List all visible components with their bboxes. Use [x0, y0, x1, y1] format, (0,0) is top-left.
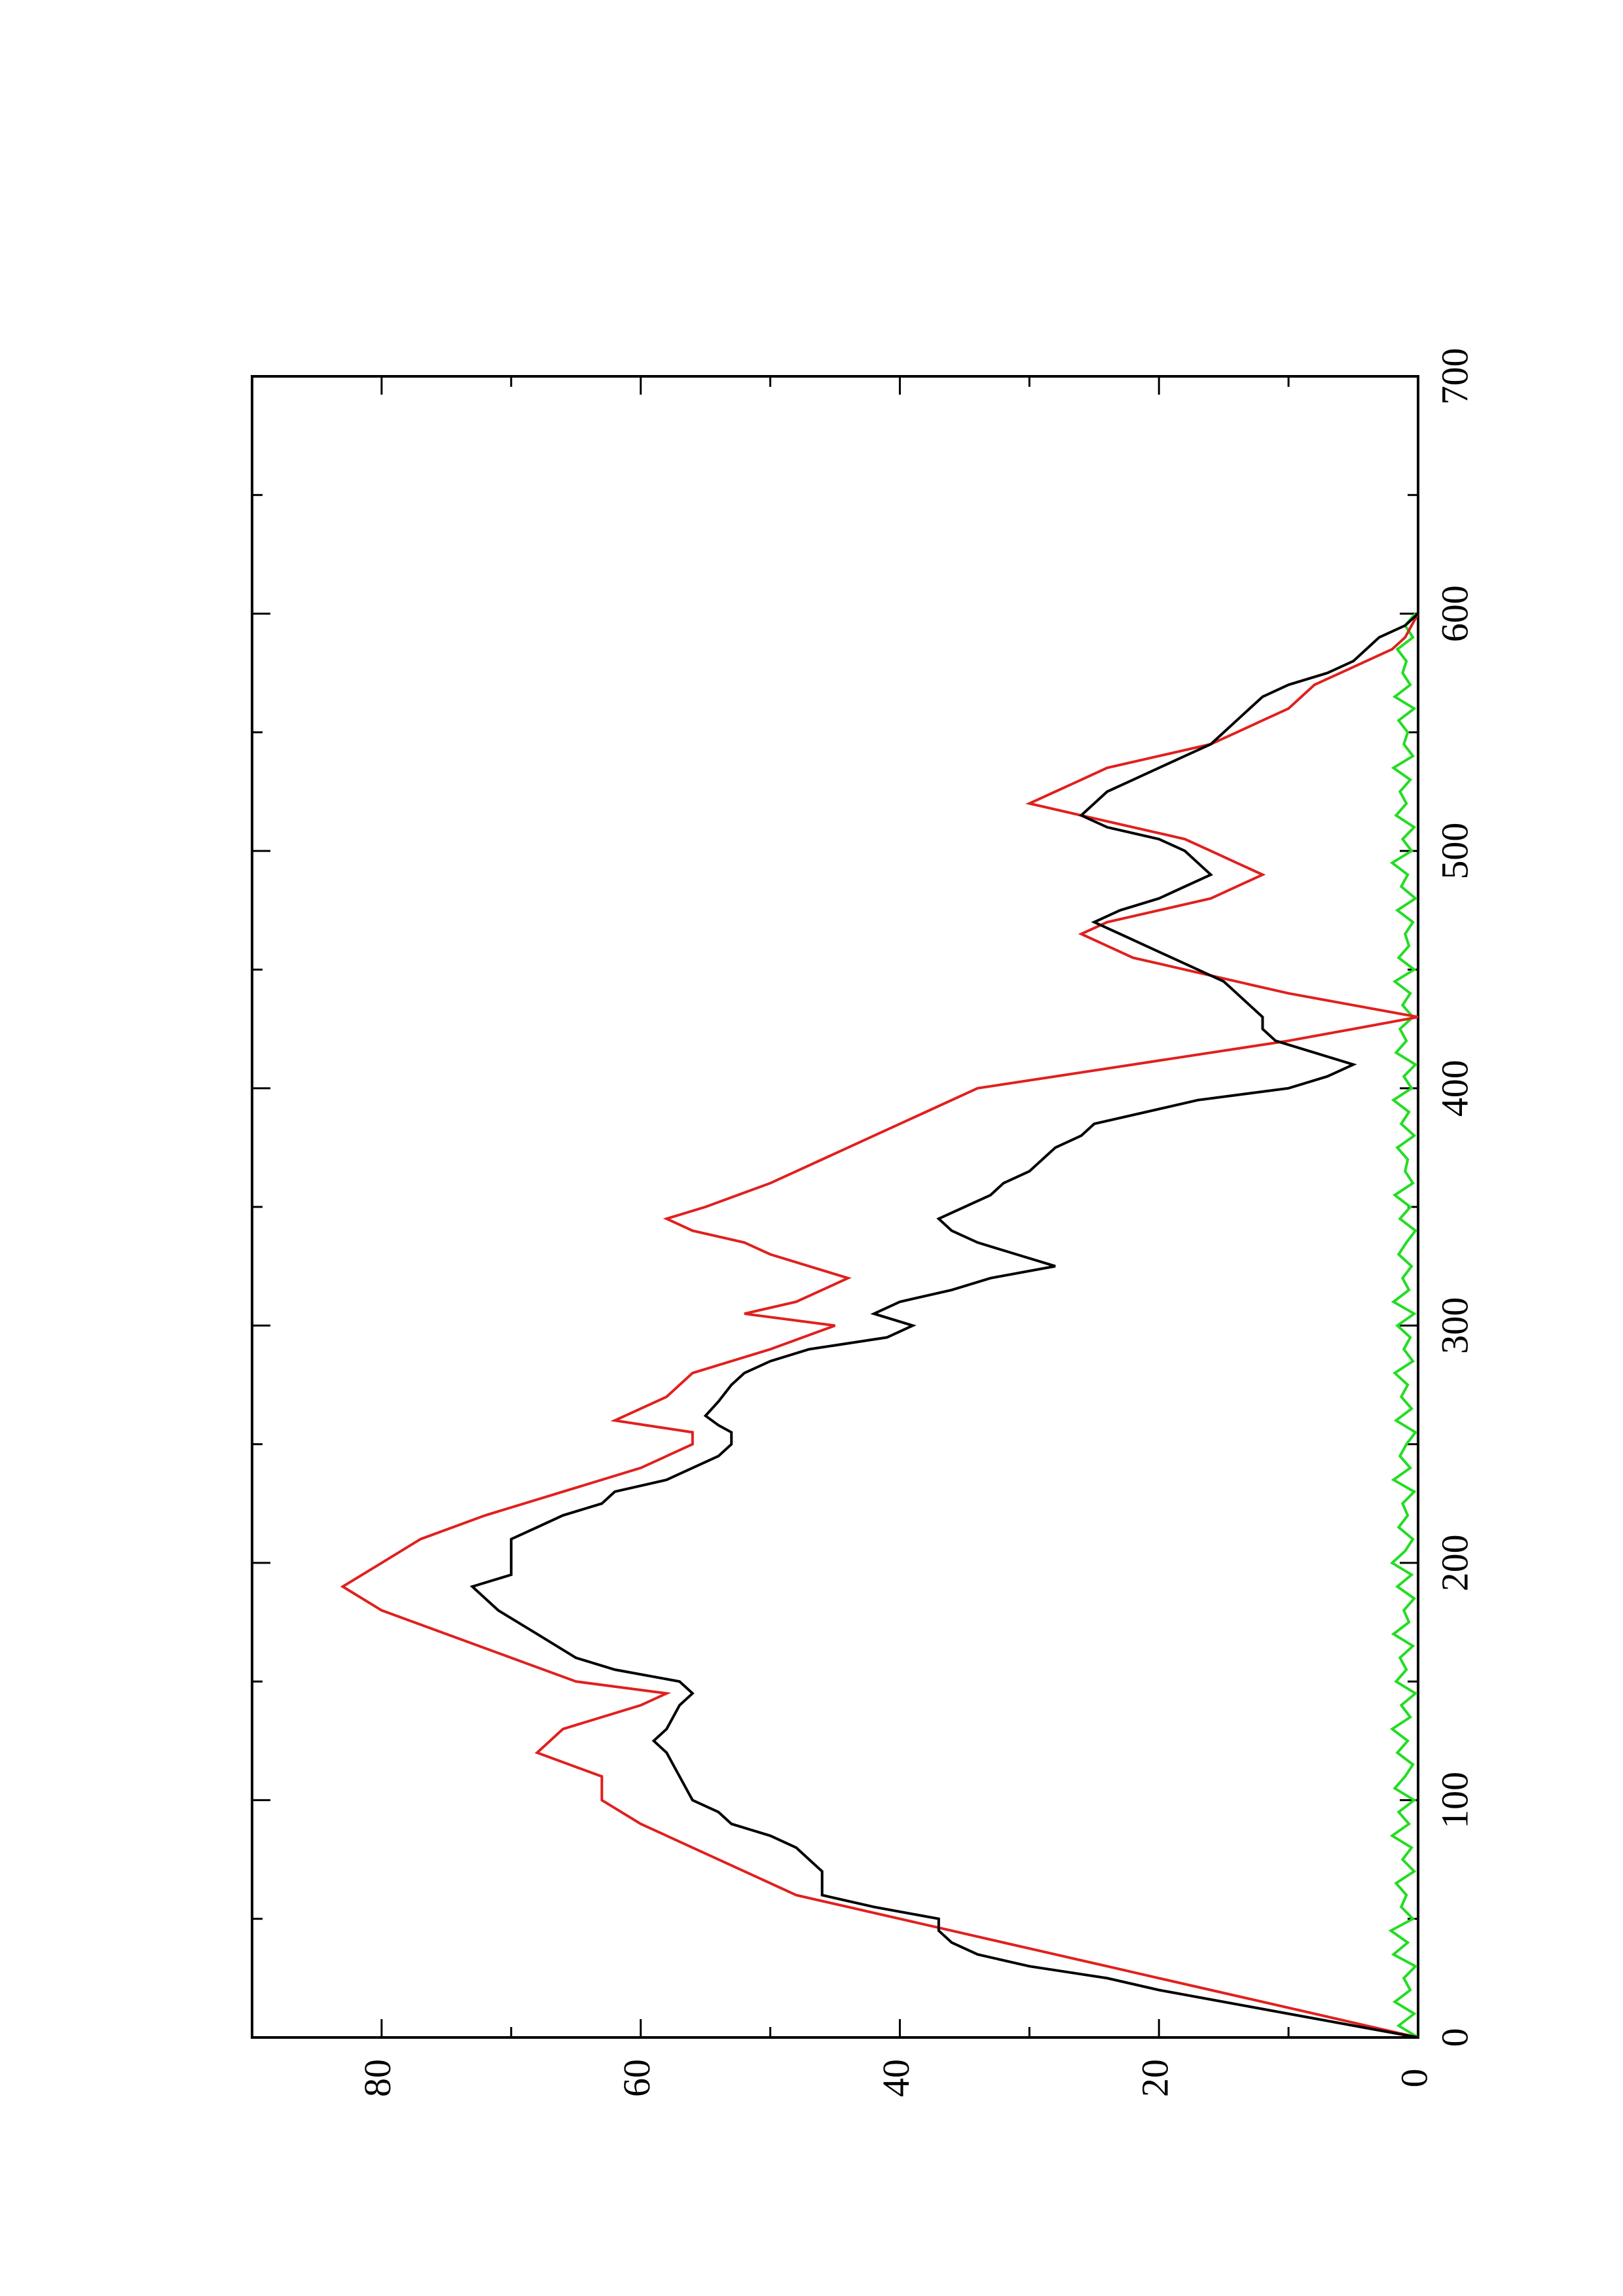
x-tick-label: 100: [1433, 1772, 1476, 1829]
x-tick-label: 600: [1433, 585, 1476, 642]
plot-frame: [251, 375, 1419, 2039]
series-line-1: [340, 613, 1419, 2039]
axis-ticks: [251, 375, 1419, 2039]
x-tick-label: 200: [1433, 1534, 1476, 1591]
x-tick-label: 300: [1433, 1297, 1476, 1354]
x-tick-label: 700: [1433, 348, 1476, 405]
y-tick-label: 20: [1134, 2059, 1176, 2097]
series-lines: [340, 613, 1419, 2039]
axis-tick-labels: 0 100 200 300 400 500 600 700 0 20 40 60 80: [356, 348, 1476, 2098]
y-tick-label: 0: [1393, 2069, 1435, 2088]
series-line-0: [469, 613, 1419, 2039]
x-tick-label: 400: [1433, 1060, 1476, 1117]
x-tick-label: 500: [1433, 823, 1476, 880]
series-line-2: [1388, 613, 1419, 2039]
y-tick-label: 40: [875, 2059, 917, 2097]
y-tick-label: 80: [356, 2059, 399, 2097]
y-tick-label: 60: [615, 2059, 658, 2097]
x-tick-label: 0: [1433, 2028, 1476, 2047]
